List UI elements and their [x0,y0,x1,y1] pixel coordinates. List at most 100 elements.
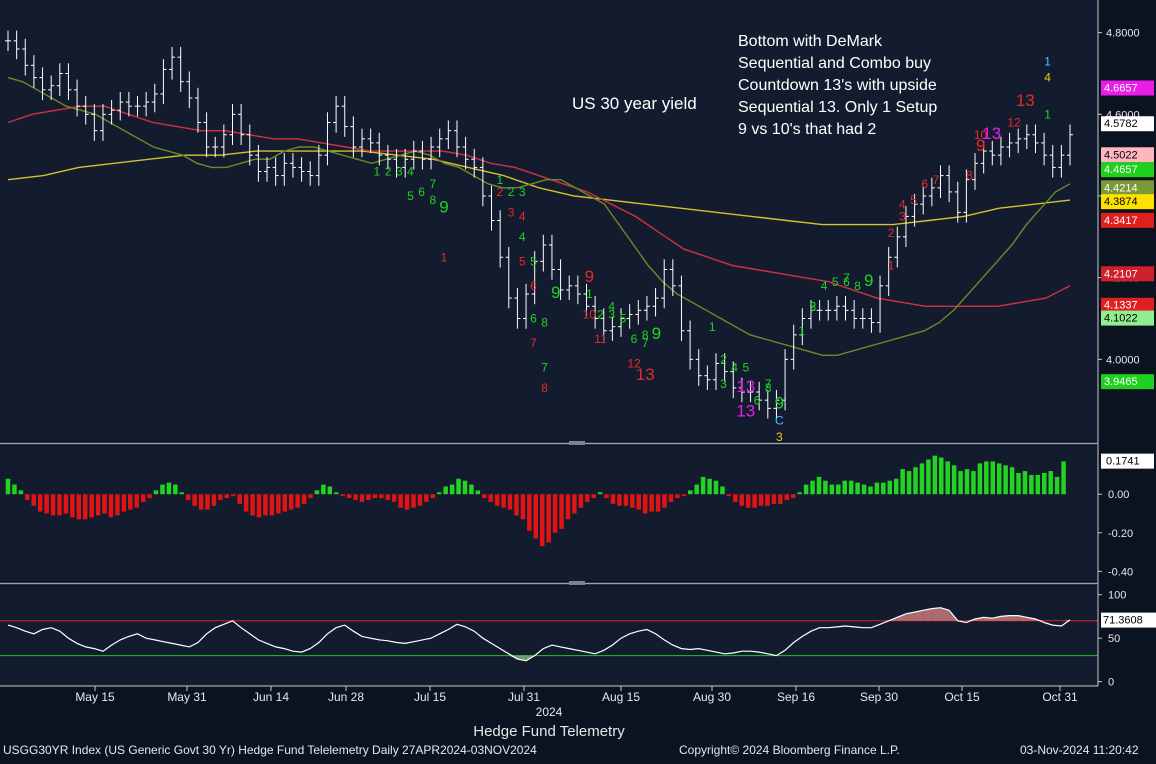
price-value-label: 3.9465 [1101,374,1154,390]
momentum-y-tick-label: 0.00 [1108,489,1129,501]
price-value-label-text: 4.1337 [1104,300,1138,312]
td-count-label: 6 [921,177,928,191]
x-axis-tick-label: Aug 30 [693,690,731,704]
momentum-bar [816,476,822,495]
momentum-bar [681,494,687,497]
td-count-label: 6 [631,332,638,346]
momentum-bar [1029,474,1034,495]
td-count-label: 3 [899,210,906,224]
ma-short-line [7,76,1071,356]
momentum-bar [765,494,770,506]
td-count-label: 4 [731,361,738,375]
momentum-bar [546,494,551,543]
momentum-bar [424,494,429,502]
td-count-label: 4 [821,279,828,293]
price-value-label-box [1101,162,1154,178]
panel-resize-handle [569,441,585,445]
momentum-bar [527,494,532,531]
momentum-bar [115,494,120,516]
x-axis-tick-label: Jul 15 [414,690,446,704]
momentum-bar [926,459,931,495]
td-count-label: 6 [754,393,761,407]
momentum-bar [539,494,545,547]
td-count-label: 9 [976,136,985,155]
momentum-bar [37,494,43,512]
price-y-tick-label: 4.8000 [1106,28,1140,40]
momentum-bar [314,490,320,495]
momentum-bar [153,490,159,495]
td-count-label: 5 [407,189,414,203]
momentum-bar [231,494,236,497]
td-count-label: 11 [594,332,607,346]
momentum-bar [321,484,326,495]
momentum-bar [745,494,751,508]
price-value-label: 4.1337 [1101,297,1154,313]
td-count-label: 7 [933,173,940,187]
td-count-label: 9 [864,271,873,290]
momentum-bar [1016,473,1021,495]
momentum-bar [739,494,744,506]
momentum-bar [1054,476,1060,495]
td-count-label: 2 [597,308,604,322]
momentum-bar [668,494,674,502]
momentum-bar [874,482,880,495]
td-count-label: 5 [530,254,537,268]
momentum-bar [939,457,944,495]
momentum-bar [514,494,519,516]
td-count-label: 1 [1044,54,1051,68]
momentum-bar [391,494,397,502]
td-count-label: 8 [642,328,649,342]
oscillator-overbought-fill [1061,619,1070,621]
momentum-bar [585,494,590,502]
td-count-label: 9 [652,324,661,343]
momentum-bar [784,494,790,500]
ma-medium-line [7,105,1071,307]
momentum-bar [82,494,88,520]
td-count-label: 6 [418,185,425,199]
momentum-bar [797,492,802,495]
price-value-label-box [1101,116,1154,132]
momentum-bar [76,494,82,520]
momentum-bar [185,494,191,500]
momentum-bar [436,492,442,495]
price-value-label: 4.5022 [1101,147,1154,163]
td-count-label: 3 [810,299,817,313]
momentum-bar [964,469,970,495]
momentum-bar [630,494,635,508]
momentum-bar [462,480,468,495]
footer-right: 03-Nov-2024 11:20:42 [1020,743,1139,757]
td-count-label: 4 [608,299,615,313]
momentum-bar [990,461,996,495]
momentum-bar [881,482,886,495]
td-count-label: 1 [709,320,716,334]
momentum-bar [829,484,835,495]
x-axis-tick-label: May 15 [75,690,115,704]
momentum-bar [688,490,693,495]
td-count-label: 3 [776,430,783,444]
td-count-label: 4 [1044,71,1051,85]
td-count-label: 13 [982,124,1001,143]
td-count-label: 6 [843,275,850,289]
momentum-bar [192,494,197,506]
td-count-label: 13 [636,365,655,384]
x-axis-tick-label: Aug 15 [602,690,640,704]
momentum-bar [636,494,642,510]
td-count-label: 7 [642,336,649,350]
momentum-bar [475,490,481,495]
momentum-bar [63,494,69,514]
td-count-label: 1 [888,259,895,273]
momentum-bar [237,494,242,504]
td-count-label: 9 [775,393,784,412]
td-count-label: 9 [585,267,594,286]
momentum-bar [456,478,461,495]
momentum-bar [340,494,345,497]
ma-long-line [7,150,1071,226]
momentum-bar [733,494,738,502]
momentum-bar [243,494,249,512]
oscillator-overbought-fill [992,616,1001,621]
td-count-label: 10 [583,308,597,322]
x-axis-tick-label: Sep 30 [860,690,898,704]
momentum-bar [971,471,976,495]
momentum-bar [140,494,146,502]
